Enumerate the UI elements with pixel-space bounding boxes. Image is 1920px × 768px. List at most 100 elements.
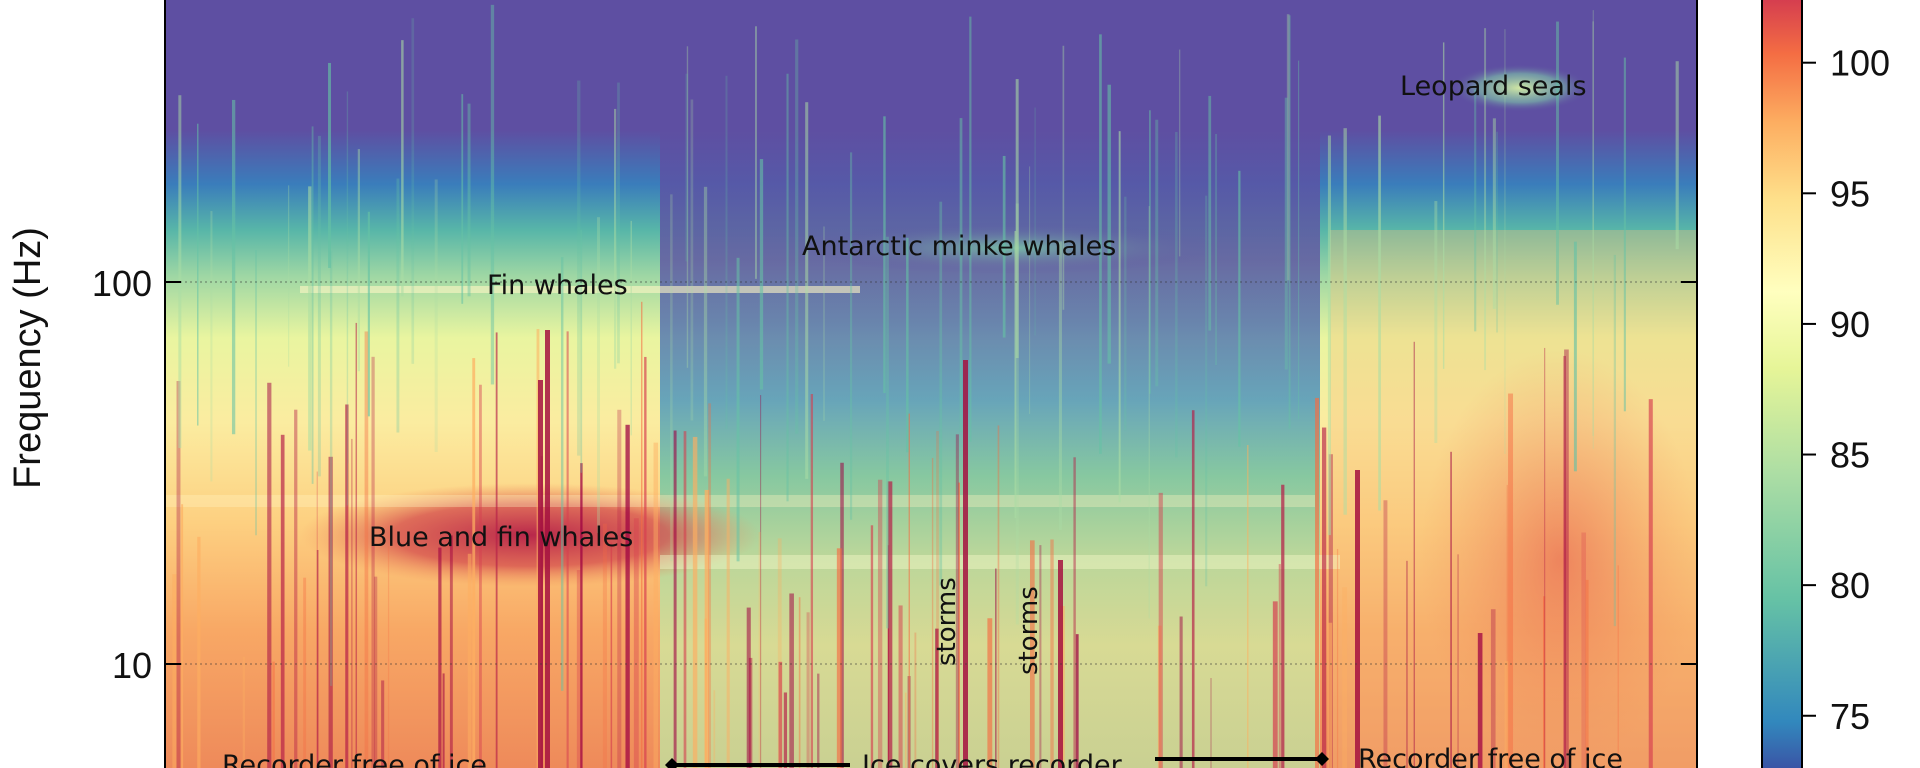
transient-streak: [617, 409, 622, 768]
transient-streak: [472, 358, 476, 768]
storm-spike: [963, 360, 968, 768]
transient-streak: [746, 607, 751, 768]
high-freq-streak: [210, 211, 213, 482]
high-freq-streak: [357, 149, 360, 372]
transient-streak: [371, 356, 375, 768]
transient-streak: [1563, 355, 1567, 768]
transient-streak: [303, 577, 307, 768]
high-freq-streak: [1155, 119, 1159, 387]
annotation-minke-whales: Antarctic minke whales: [802, 231, 1116, 262]
transient-streak: [1328, 454, 1333, 768]
high-freq-streak: [1208, 95, 1212, 331]
high-freq-streak: [786, 73, 789, 502]
high-freq-streak: [1492, 118, 1496, 309]
colorbar-ramp: [1762, 0, 1802, 768]
colorbar-tick-label: 85: [1830, 435, 1870, 476]
transient-streak: [778, 661, 783, 768]
high-freq-streak: [1284, 97, 1288, 370]
transient-streak: [1336, 548, 1339, 768]
transient-streak: [806, 612, 810, 768]
high-freq-streak: [1556, 21, 1559, 305]
annotation-ice-covers: Ice covers recorder: [862, 750, 1123, 768]
transient-streak: [442, 673, 445, 768]
high-freq-streak: [1238, 170, 1241, 447]
transient-streak: [1504, 661, 1509, 768]
transient-streak: [1581, 532, 1586, 768]
high-freq-streak: [670, 194, 673, 562]
transient-streak: [181, 504, 184, 768]
transient-streak: [1278, 564, 1281, 768]
high-freq-streak: [759, 159, 764, 390]
high-freq-streak: [906, 237, 909, 453]
high-freq-streak: [1058, 241, 1062, 531]
transient-streak: [758, 531, 761, 768]
high-freq-streak: [939, 201, 943, 586]
colorbar: 100 95 90 85 80 75: [1761, 0, 1890, 768]
colorbar-tick-label: 95: [1830, 173, 1870, 214]
high-freq-streak: [1592, 10, 1595, 449]
high-freq-streak: [736, 257, 740, 562]
high-freq-streak: [883, 116, 886, 394]
transient-streak: [935, 628, 939, 768]
transient-streak: [1315, 397, 1320, 768]
transient-streak: [817, 673, 820, 768]
fin-whale-20hz-line: [165, 495, 1315, 507]
y-axis-label: Frequency (Hz): [7, 227, 49, 489]
transient-streak: [1450, 451, 1452, 768]
high-freq-streak: [1034, 107, 1036, 336]
transient-streak: [1544, 347, 1546, 768]
transient-streak: [683, 431, 687, 768]
transient-streak: [955, 434, 959, 768]
transient-streak: [316, 471, 318, 768]
high-freq-streak: [1504, 29, 1506, 454]
high-freq-streak: [1175, 131, 1178, 458]
high-freq-streak: [1442, 42, 1445, 369]
transient-streak: [1073, 457, 1076, 768]
transient-streak: [449, 535, 453, 768]
transient-streak: [887, 481, 893, 768]
transient-streak: [345, 404, 349, 768]
high-freq-streak: [311, 126, 314, 484]
transient-streak: [467, 553, 472, 768]
high-freq-streak: [1014, 230, 1017, 519]
high-freq-streak: [308, 186, 312, 451]
transient-streak: [1158, 492, 1163, 768]
high-freq-streak: [1343, 128, 1347, 515]
high-freq-streak: [490, 4, 495, 385]
high-freq-streak: [288, 185, 290, 367]
transient-streak: [987, 618, 993, 768]
transient-streak: [242, 656, 245, 768]
high-freq-streak: [617, 82, 620, 364]
transient-streak: [1210, 678, 1212, 768]
high-freq-streak: [577, 80, 581, 456]
annotation-recorder-free-left: Recorder free of ice: [222, 750, 487, 768]
high-freq-streak: [1015, 79, 1019, 359]
transient-streak: [576, 570, 581, 768]
high-freq-streak: [367, 211, 370, 417]
annotation-fin-whales: Fin whales: [487, 270, 628, 301]
transient-streak: [280, 434, 285, 768]
transient-streak: [1457, 554, 1459, 768]
transient-streak: [294, 409, 298, 768]
transient-streak: [777, 538, 782, 768]
storm-spike: [538, 380, 543, 768]
transient-streak: [1477, 633, 1483, 768]
transient-streak: [381, 680, 385, 768]
transient-streak: [870, 525, 874, 768]
high-freq-streak: [178, 95, 182, 449]
high-freq-streak: [411, 18, 415, 364]
transient-streak: [692, 436, 698, 768]
annotation-storms-1: storms: [932, 577, 962, 666]
broadband-transients: [172, 4, 1679, 768]
annotation-blue-fin-whales: Blue and fin whales: [369, 522, 633, 553]
transient-streak: [640, 301, 643, 768]
high-freq-streak: [580, 229, 583, 473]
high-freq-streak: [346, 91, 349, 506]
transient-streak: [1506, 484, 1508, 768]
transient-streak: [1327, 622, 1333, 768]
transient-streak: [1050, 539, 1054, 768]
high-freq-streak: [1286, 14, 1290, 281]
high-freq-streak: [1205, 195, 1208, 587]
fin-whale-100hz-line: [300, 286, 860, 293]
high-freq-streak: [1099, 34, 1102, 454]
